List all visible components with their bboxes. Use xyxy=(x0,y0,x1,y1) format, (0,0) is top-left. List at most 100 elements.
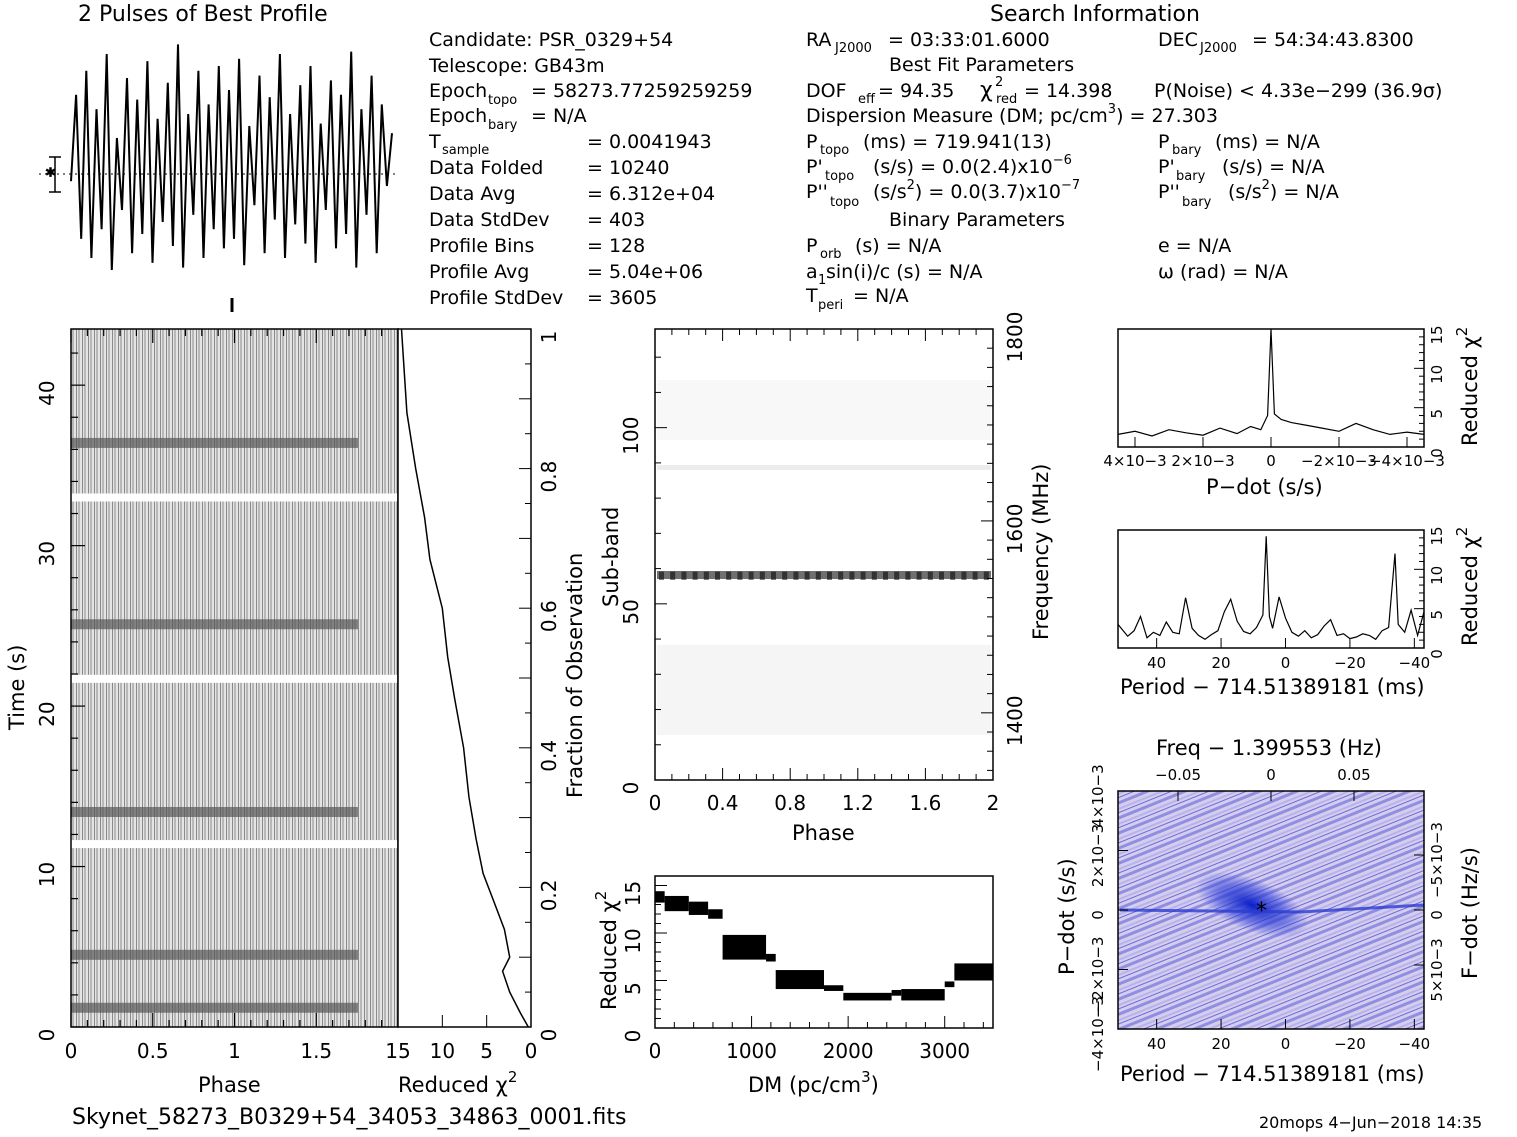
tick-label: 40 xyxy=(35,380,59,405)
tperi-label: T xyxy=(805,285,818,307)
tick-label: 0 xyxy=(1089,910,1107,920)
info-mid: RA J2000 = 03:33:01.6000 Best Fit Parame… xyxy=(805,29,1442,313)
frequency-ylabel: Frequency (MHz) xyxy=(1029,464,1053,640)
dark-band-cell xyxy=(905,571,911,580)
tick-label: −0.05 xyxy=(1155,766,1201,784)
dark-row xyxy=(71,1002,358,1013)
dark-band-cell xyxy=(703,571,709,580)
dark-row xyxy=(71,619,358,630)
tick-label: 0.05 xyxy=(1337,766,1370,784)
subband-xlabel: Phase xyxy=(792,821,855,845)
tick-label: 5 xyxy=(621,982,645,995)
tick-label: 10 xyxy=(35,862,59,887)
ppdot-y2label: F−dot (Hz/s) xyxy=(1458,847,1482,979)
dark-band-cell xyxy=(748,571,754,580)
period-chi2-line xyxy=(1117,536,1425,641)
t-sample-label: T xyxy=(428,131,441,153)
pdot-chi2-line xyxy=(1117,328,1425,437)
profile-stddev-label: Profile StdDev xyxy=(429,287,563,309)
tick-label: 5 xyxy=(480,1039,493,1063)
tick-label: 40 xyxy=(1147,1035,1166,1053)
period-plot: 40 20 0 −20 −40 0 5 10 15 Period − 714.51389181… xyxy=(1117,526,1482,699)
pnoise-text: P(Noise) < 4.33e−299 (36.9σ) xyxy=(1154,80,1442,102)
pdot-ylabel: Reduced χ2 xyxy=(1453,327,1482,446)
gap-row xyxy=(71,493,398,502)
cumulative-chi2-plot: 15 10 5 0 0.20.40.60.810 Reduced χ2 Fractio… xyxy=(385,328,587,1097)
tick-label: 1600 xyxy=(1003,503,1027,554)
tick-label: 2×10−3 xyxy=(1171,452,1234,470)
cum-ylabel: Fraction of Observation xyxy=(563,553,587,798)
a1-label: a xyxy=(806,261,818,283)
tick-label: 0 xyxy=(1428,649,1446,659)
dark-band-cell xyxy=(983,571,989,580)
ppdot-ylabel: P−dot (s/s) xyxy=(1055,858,1079,975)
dark-band-cell xyxy=(715,571,720,580)
tick-label: 20 xyxy=(1212,1035,1231,1053)
tick-label: 2×10−3 xyxy=(1089,824,1107,887)
t-sample-value: = 0.0041943 xyxy=(587,131,712,153)
tick-label: 0 xyxy=(1266,766,1276,784)
data-stddev-value: = 403 xyxy=(587,209,645,231)
dec-sub: J2000 xyxy=(1199,41,1237,56)
tick-label: 10 xyxy=(430,1039,455,1063)
pddbary-label: P'' xyxy=(1158,181,1180,203)
porb-label: P xyxy=(806,235,817,257)
dark-band-cell xyxy=(782,571,788,580)
dm-band xyxy=(843,992,892,1001)
dark-band-cell xyxy=(871,571,877,580)
tick-label: 1400 xyxy=(1003,695,1027,746)
ptopo-value: (ms) = 719.941(13) xyxy=(863,131,1052,153)
dark-band-cell xyxy=(759,571,765,580)
tick-label: −40 xyxy=(1399,654,1431,672)
tick-label: 0 xyxy=(649,1039,662,1063)
time-phase-plot: 0 0.5 1 1.5 0 10 20 30 40 Phase Time (s) xyxy=(5,328,399,1097)
dm-band xyxy=(722,934,767,960)
tick-label: 0 xyxy=(619,782,643,795)
tick-label: 15 xyxy=(1428,526,1446,545)
ppdot-title: Freq − 1.399553 (Hz) xyxy=(1156,736,1382,760)
a1-sub: 1 xyxy=(818,273,826,288)
epoch-bary-sub: bary xyxy=(488,118,518,133)
profile-avg-value: = 5.04e+06 xyxy=(587,261,703,283)
gap-row xyxy=(71,840,398,849)
tick-label: 100 xyxy=(619,417,643,455)
profile-bins-label: Profile Bins xyxy=(429,235,534,257)
ppdot-plane: Freq − 1.399553 (Hz) * 40 20 0 −20 −40 −0.05… xyxy=(1055,736,1482,1086)
tick-label: 0 xyxy=(65,1039,78,1063)
tperi-sub: peri xyxy=(818,298,843,313)
tick-label: 10 xyxy=(621,928,645,953)
tick-label: 0 xyxy=(1281,654,1291,672)
ra-value: = 03:33:01.6000 xyxy=(888,29,1050,51)
tick-label: 0.6 xyxy=(537,600,561,632)
tick-label: 0 xyxy=(525,1039,538,1063)
pdbary-label: P' xyxy=(1158,156,1175,178)
dark-row xyxy=(71,437,358,448)
pdtopo-label: P' xyxy=(806,156,823,178)
dark-band-cell xyxy=(692,571,698,580)
dark-band-cell xyxy=(815,571,821,580)
tick-label: 3000 xyxy=(919,1039,970,1063)
pdot-xlabel: P−dot (s/s) xyxy=(1206,475,1323,499)
dark-band-cell xyxy=(726,571,732,580)
subband-dark-band xyxy=(657,571,991,579)
dark-band-cell xyxy=(793,571,799,580)
dm-band xyxy=(766,953,776,962)
dark-band-cell xyxy=(838,571,844,580)
pdtopo-sub: topo xyxy=(825,169,854,184)
tick-label: 0 xyxy=(35,1029,59,1042)
ppdot-peak-marker: * xyxy=(1256,899,1267,924)
tick-label: 0 xyxy=(1428,910,1446,920)
pddtopo-sub: topo xyxy=(830,195,859,210)
profile-bins-value: = 128 xyxy=(587,235,645,257)
dark-band-cell xyxy=(950,571,956,580)
tick-label: 0 xyxy=(649,791,662,815)
data-stddev-label: Data StdDev xyxy=(429,209,550,231)
tick-label: 0.8 xyxy=(774,791,806,815)
dof-label: DOF xyxy=(806,80,847,102)
run-stamp: 20mops 4−Jun−2018 14:35 xyxy=(1259,1113,1482,1132)
chi-value: = 14.398 xyxy=(1024,80,1112,102)
tick-label: 10 xyxy=(1428,365,1446,384)
gap-row xyxy=(71,674,398,683)
svg-text:*: * xyxy=(46,165,55,186)
pdbary-sub: bary xyxy=(1176,169,1206,184)
